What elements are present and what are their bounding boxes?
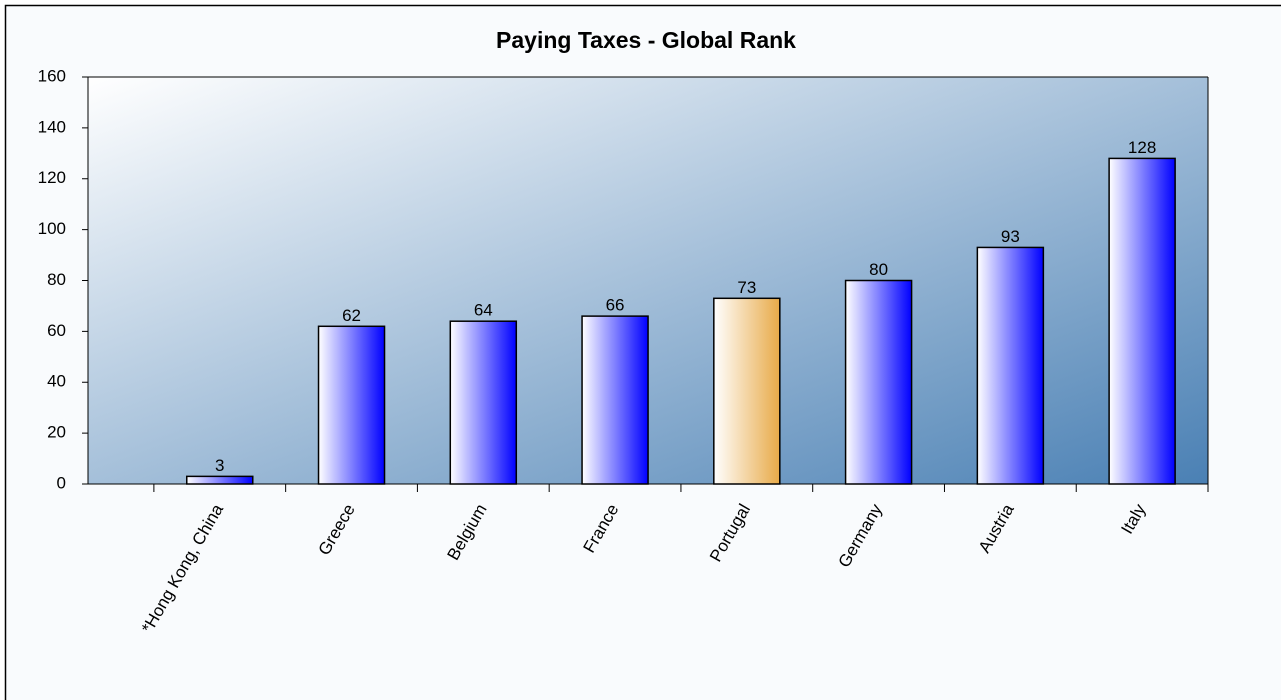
value-label: 128 xyxy=(1128,138,1156,157)
value-label: 93 xyxy=(1001,227,1020,246)
chart-title: Paying Taxes - Global Rank xyxy=(496,27,796,53)
y-tick-label: 100 xyxy=(38,219,66,238)
value-label: 73 xyxy=(737,278,756,297)
y-tick-label: 0 xyxy=(57,473,66,492)
bar xyxy=(449,320,518,485)
value-label: 62 xyxy=(342,306,361,325)
y-tick-label: 60 xyxy=(47,321,66,340)
y-tick-label: 40 xyxy=(47,372,66,391)
y-tick-label: 160 xyxy=(38,66,66,85)
bar xyxy=(976,246,1045,485)
bar xyxy=(317,325,386,485)
y-tick-label: 20 xyxy=(47,423,66,442)
bar xyxy=(581,315,649,485)
value-label: 3 xyxy=(215,456,224,475)
bar xyxy=(713,297,781,485)
bar xyxy=(1108,157,1176,485)
value-label: 64 xyxy=(474,301,493,320)
y-tick-label: 140 xyxy=(38,117,66,136)
value-label: 66 xyxy=(606,296,625,315)
bar xyxy=(186,475,254,485)
value-label: 80 xyxy=(869,260,888,279)
y-tick-label: 80 xyxy=(47,270,66,289)
y-tick-label: 120 xyxy=(38,168,66,187)
bar xyxy=(844,279,913,485)
